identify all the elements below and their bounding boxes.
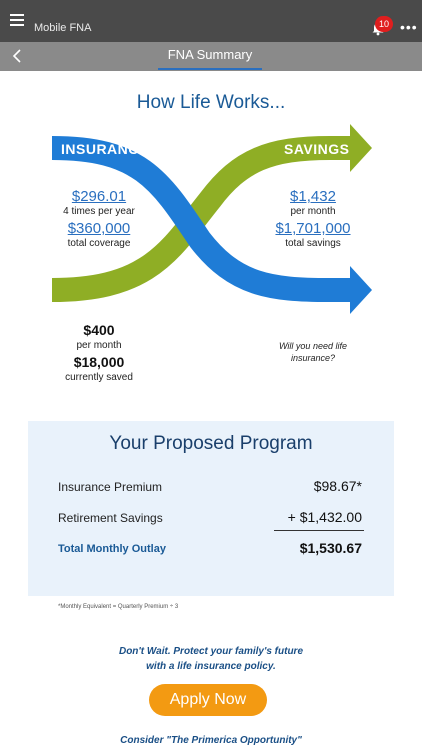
savings-band — [51, 136, 331, 302]
app-title: Mobile FNA — [34, 22, 92, 34]
savings-monthly-link[interactable]: $1,432 — [290, 188, 336, 205]
cta-line-1: Don't Wait. Protect your family's future — [118, 646, 304, 657]
insurance-premium-note: 4 times per year — [63, 206, 135, 217]
sum-divider — [274, 530, 364, 531]
savings-total-link[interactable]: $1,701,000 — [275, 220, 351, 237]
program-title: Your Proposed Program — [109, 433, 313, 454]
insurance-band — [51, 136, 331, 302]
savings-arrowhead — [350, 124, 372, 172]
primerica-opportunity-link[interactable]: Consider "The Primerica Opportunity" — [120, 735, 302, 746]
savings-total-note: total savings — [285, 238, 341, 249]
insurance-premium-label: Insurance Premium — [58, 480, 163, 494]
insurance-premium-value: $98.67* — [313, 478, 362, 494]
insurance-premium-link[interactable]: $296.01 — [71, 188, 127, 205]
proposed-program-panel: Your Proposed Program Insurance Premium … — [28, 421, 394, 596]
insurance-question: Will you need life insurance? — [279, 341, 347, 363]
insurance-coverage-link[interactable]: $360,000 — [67, 220, 131, 237]
insurance-arrowhead — [350, 266, 372, 314]
savings-label: SAVINGS — [284, 141, 350, 157]
total-monthly-outlay-value: $1,530.67 — [299, 540, 362, 556]
insurance-label: INSURANCE — [61, 141, 149, 157]
retirement-savings-label: Retirement Savings — [58, 511, 163, 525]
apply-now-button[interactable]: Apply Now — [149, 684, 267, 716]
page-heading: How Life Works... — [136, 92, 286, 113]
sub-nav-bar: FNA Summary — [0, 42, 422, 71]
back-arrow-icon[interactable] — [10, 48, 26, 64]
premium-footnote: *Monthly Equivalent = Quarterly Premium … — [58, 604, 179, 610]
app-bar: Mobile FNA 10 ••• — [0, 0, 422, 42]
tab-fna-summary[interactable]: FNA Summary — [167, 47, 253, 62]
active-tab-indicator — [158, 68, 262, 70]
cta-line-2: with a life insurance policy. — [146, 661, 276, 672]
how-life-works-diagram — [51, 124, 372, 314]
notification-badge: 10 — [375, 16, 393, 32]
cta-message: Don't Wait. Protect your family's future… — [0, 644, 422, 674]
savings-arrow-stem — [330, 136, 352, 160]
insurance-coverage-note: total coverage — [67, 238, 131, 249]
current-saved-note: currently saved — [65, 372, 133, 383]
savings-monthly-note: per month — [290, 206, 336, 217]
total-monthly-outlay-label: Total Monthly Outlay — [58, 543, 166, 555]
menu-icon[interactable] — [10, 14, 24, 26]
current-monthly-value: $400 — [83, 322, 115, 338]
retirement-savings-value: + $1,432.00 — [287, 509, 362, 525]
more-options-icon[interactable]: ••• — [400, 19, 418, 35]
current-saved-value: $18,000 — [73, 354, 125, 370]
current-monthly-note: per month — [76, 340, 122, 351]
insurance-arrow-stem — [330, 278, 352, 302]
